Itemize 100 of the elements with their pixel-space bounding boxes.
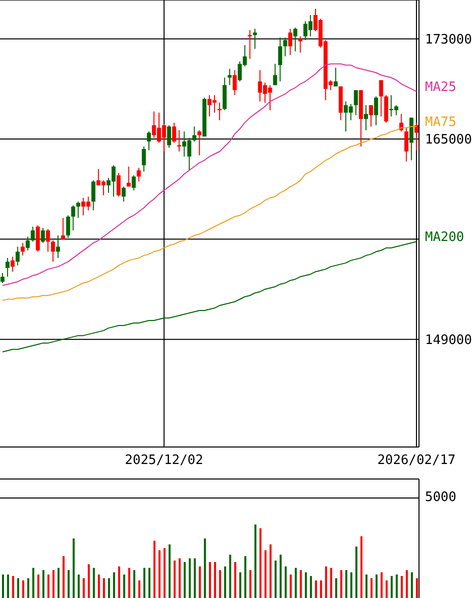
candlestick (273, 63, 278, 86)
candlestick (56, 234, 60, 258)
candlestick (16, 246, 20, 266)
candlestick (36, 224, 40, 252)
bar (365, 574, 368, 598)
bar (138, 580, 140, 598)
bar (284, 566, 287, 598)
candlestick (116, 172, 121, 198)
candlestick (414, 122, 418, 151)
candlestick (20, 242, 25, 256)
x-tick-label: 2026/02/17 (377, 453, 456, 468)
candlestick (50, 240, 55, 262)
bar (27, 578, 30, 598)
bar (102, 578, 105, 598)
bar (234, 562, 236, 598)
candlestick (252, 28, 257, 50)
candlestick (222, 77, 227, 111)
bar (219, 570, 222, 598)
bar (178, 558, 181, 598)
y-tick-label: 165000 (425, 132, 472, 148)
bar (62, 556, 65, 598)
candlestick (354, 90, 358, 116)
bar (335, 578, 338, 598)
candlestick (379, 80, 384, 117)
bar (280, 554, 282, 598)
bar (355, 546, 358, 598)
candlestick (288, 28, 292, 56)
text: 5000 (425, 490, 456, 506)
candlestick (364, 104, 368, 131)
line-series (2, 241, 417, 352)
bar (47, 574, 50, 598)
candlestick (6, 257, 10, 278)
bar (37, 574, 40, 598)
bar (78, 574, 80, 598)
bar (386, 580, 388, 598)
candlestick (248, 30, 252, 60)
candlestick (228, 68, 232, 86)
candlestick (232, 70, 237, 96)
bar (168, 544, 171, 598)
bar (72, 538, 75, 598)
bar (330, 568, 332, 598)
candlestick (61, 217, 66, 240)
bar (259, 528, 262, 598)
bar (2, 574, 4, 598)
bar (416, 578, 418, 598)
bar (264, 550, 267, 598)
bar (224, 566, 226, 598)
bar (133, 570, 136, 598)
bar (188, 558, 191, 598)
candlestick (177, 130, 182, 152)
bar (82, 578, 85, 598)
bar (108, 578, 110, 598)
bar (400, 576, 403, 598)
bar (340, 570, 342, 598)
candlestick (0, 272, 4, 284)
y-tick-label: 173000 (425, 32, 472, 48)
bar (396, 574, 398, 598)
bar (184, 562, 186, 598)
candlestick (197, 130, 202, 156)
candlestick (278, 37, 282, 82)
bar (194, 558, 196, 598)
candlestick (334, 67, 338, 87)
series-label: MA75 (425, 115, 456, 130)
candlestick (66, 214, 70, 238)
bar (153, 540, 156, 598)
candlestick (404, 127, 408, 162)
candlestick (192, 126, 196, 142)
bar (42, 570, 44, 598)
bar (320, 580, 322, 598)
bar (314, 580, 317, 598)
candlestick (374, 96, 378, 126)
candlestick (126, 166, 131, 188)
candlestick (369, 104, 374, 127)
bar (143, 568, 146, 598)
bar (380, 572, 383, 598)
bar (123, 574, 126, 598)
bar (128, 568, 130, 598)
bar (229, 554, 232, 598)
bar (410, 572, 413, 598)
candlestick (30, 226, 35, 242)
series-label: MA25 (425, 80, 456, 95)
bar (244, 556, 246, 598)
bar (214, 562, 216, 598)
bar (204, 538, 206, 598)
series-label: MA200 (425, 230, 464, 246)
bar (350, 572, 352, 598)
bar (239, 572, 242, 598)
candlestick (76, 201, 80, 218)
bar (345, 570, 348, 598)
bar (376, 574, 378, 598)
bar (32, 568, 34, 598)
candlestick (146, 130, 151, 151)
candlestick (26, 236, 30, 251)
bar (370, 578, 373, 598)
bar (249, 570, 252, 598)
bar (300, 570, 302, 598)
bar (254, 524, 256, 598)
bar (208, 562, 211, 598)
bar (158, 550, 160, 598)
bar (390, 576, 393, 598)
